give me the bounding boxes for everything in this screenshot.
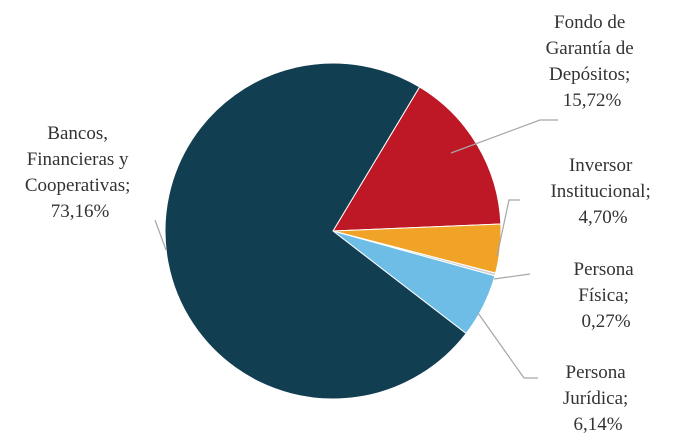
leader-line-fondo: [450, 119, 558, 154]
slice-label-fondo-line-1: Fondo de: [554, 12, 625, 33]
slice-label-fondo: Fondo de Garantía de Depósitos; 15,72%: [546, 12, 639, 111]
pie-slices: [164, 62, 502, 400]
slice-label-inversor: Inversor Institucional; 4,70%: [550, 155, 655, 228]
leader-line-bancos: [154, 219, 167, 251]
slice-label-persona-fisica: Persona Física; 0,27%: [574, 259, 639, 332]
slice-label-bancos-line-2: Financieras y: [27, 149, 129, 170]
slice-label-fondo-percent: 15,72%: [563, 90, 622, 111]
slice-label-persona-juridica-percent: 6,14%: [573, 414, 622, 435]
slice-label-bancos: Bancos, Financieras y Cooperativas; 73,1…: [25, 123, 135, 222]
slice-label-inversor-line-2: Institucional;: [550, 181, 650, 202]
slice-label-persona-fisica-line-1: Persona: [574, 259, 635, 280]
leader-line-persona-juridica: [477, 312, 538, 379]
slice-label-bancos-line-1: Bancos,: [47, 123, 108, 144]
leader-lines: [154, 119, 558, 379]
slice-label-persona-juridica: Persona Jurídica; 6,14%: [563, 362, 633, 435]
leader-line-inversor: [496, 199, 520, 257]
pie-slice-fondo-de-garantia: [332, 86, 502, 232]
leader-line-persona-fisica: [493, 273, 531, 280]
slice-label-bancos-percent: 73,16%: [51, 201, 110, 222]
slice-label-fondo-line-3: Depósitos;: [549, 64, 630, 85]
slice-label-persona-juridica-line-2: Jurídica;: [563, 388, 628, 409]
slice-label-persona-fisica-line-2: Física;: [578, 285, 629, 306]
slice-label-inversor-line-1: Inversor: [569, 155, 633, 176]
slice-label-persona-fisica-percent: 0,27%: [581, 311, 630, 332]
slice-label-inversor-percent: 4,70%: [578, 207, 627, 228]
pie-slice-bancos-financieras: [164, 62, 467, 400]
slice-label-fondo-line-2: Garantía de: [546, 38, 634, 59]
slice-label-persona-juridica-line-1: Persona: [566, 362, 627, 383]
slice-label-bancos-line-3: Cooperativas;: [25, 175, 131, 196]
